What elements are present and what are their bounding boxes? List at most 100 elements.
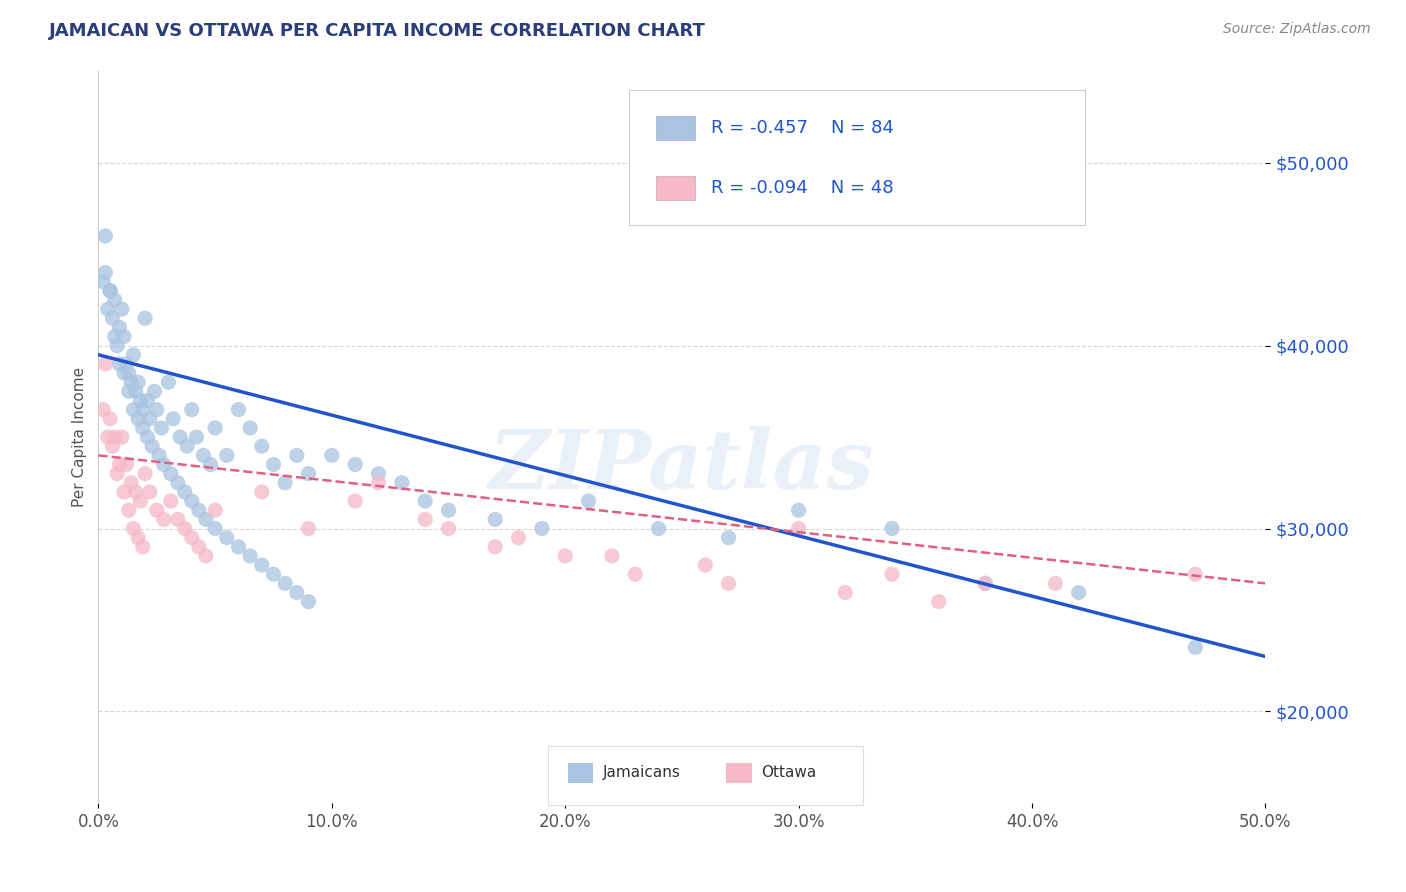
Point (118, 384, 141, 399)
Point (127, 531, 149, 545)
Point (125, 484, 148, 499)
Y-axis label: Per Capita Income: Per Capita Income (72, 367, 87, 508)
Point (717, 531, 740, 545)
Point (132, 402, 155, 417)
Point (215, 531, 238, 545)
Point (215, 448, 238, 462)
Point (250, 439, 273, 453)
Point (118, 503, 141, 517)
FancyBboxPatch shape (657, 177, 695, 201)
Point (285, 585, 308, 599)
Point (108, 357, 131, 371)
Point (624, 567, 647, 582)
Point (484, 512, 506, 526)
Point (97, 430, 120, 444)
Point (437, 521, 460, 535)
Point (647, 521, 669, 535)
Point (974, 576, 997, 591)
FancyBboxPatch shape (727, 764, 752, 783)
Text: Jamaicans: Jamaicans (603, 765, 681, 780)
Point (101, 439, 124, 453)
Point (228, 540, 250, 554)
Point (143, 384, 166, 399)
Point (204, 503, 226, 517)
Point (262, 458, 284, 472)
FancyBboxPatch shape (548, 746, 863, 805)
Point (105, 467, 128, 481)
Point (98, 411, 121, 425)
Point (974, 576, 997, 591)
Point (787, 521, 810, 535)
Point (1184, 640, 1206, 655)
Point (112, 329, 135, 343)
Point (717, 576, 740, 591)
Point (928, 594, 950, 608)
Point (484, 540, 506, 554)
Text: Ottawa: Ottawa (761, 765, 817, 780)
Point (115, 458, 138, 472)
Text: Source: ZipAtlas.com: Source: ZipAtlas.com (1223, 22, 1371, 37)
Point (1067, 585, 1090, 599)
Point (122, 521, 145, 535)
Point (136, 430, 159, 444)
Point (105, 338, 128, 352)
Point (159, 494, 181, 508)
Point (159, 467, 181, 481)
Point (437, 503, 460, 517)
Point (166, 512, 188, 526)
Text: R = -0.457    N = 84: R = -0.457 N = 84 (711, 120, 894, 137)
Point (98, 284, 121, 298)
Point (187, 503, 209, 517)
Point (193, 448, 215, 462)
Point (150, 421, 173, 435)
Text: ZIPatlas: ZIPatlas (489, 426, 875, 507)
Point (1045, 576, 1067, 591)
Point (554, 549, 576, 563)
Point (204, 521, 226, 535)
Point (112, 366, 135, 380)
Point (834, 585, 856, 599)
Point (530, 521, 553, 535)
Point (118, 366, 141, 380)
Point (101, 311, 124, 326)
Point (297, 521, 319, 535)
Point (134, 467, 156, 481)
Point (98, 284, 121, 298)
Point (152, 458, 174, 472)
Point (104, 430, 127, 444)
Point (129, 393, 152, 408)
Point (239, 549, 262, 563)
Text: R = -0.094    N = 48: R = -0.094 N = 48 (711, 179, 894, 197)
Point (321, 448, 343, 462)
Point (250, 484, 273, 499)
Point (186, 430, 208, 444)
FancyBboxPatch shape (657, 116, 695, 140)
Point (94, 357, 117, 371)
Text: JAMAICAN VS OTTAWA PER CAPITA INCOME CORRELATION CHART: JAMAICAN VS OTTAWA PER CAPITA INCOME COR… (49, 22, 706, 40)
Point (180, 402, 202, 417)
Point (200, 458, 222, 472)
Point (391, 475, 413, 490)
Point (91, 402, 114, 417)
Point (695, 558, 717, 573)
Point (132, 540, 155, 554)
Point (367, 475, 389, 490)
Point (94, 265, 117, 279)
Point (139, 484, 162, 499)
Point (367, 467, 389, 481)
Point (146, 503, 169, 517)
Point (413, 512, 436, 526)
Point (274, 475, 297, 490)
Point (132, 421, 155, 435)
Point (148, 448, 170, 462)
Point (194, 549, 217, 563)
Point (141, 439, 163, 453)
Point (146, 402, 169, 417)
Point (157, 375, 180, 389)
Point (173, 521, 195, 535)
Point (129, 494, 152, 508)
Point (162, 411, 184, 425)
Point (104, 293, 127, 307)
Point (127, 411, 149, 425)
Point (97, 301, 120, 316)
